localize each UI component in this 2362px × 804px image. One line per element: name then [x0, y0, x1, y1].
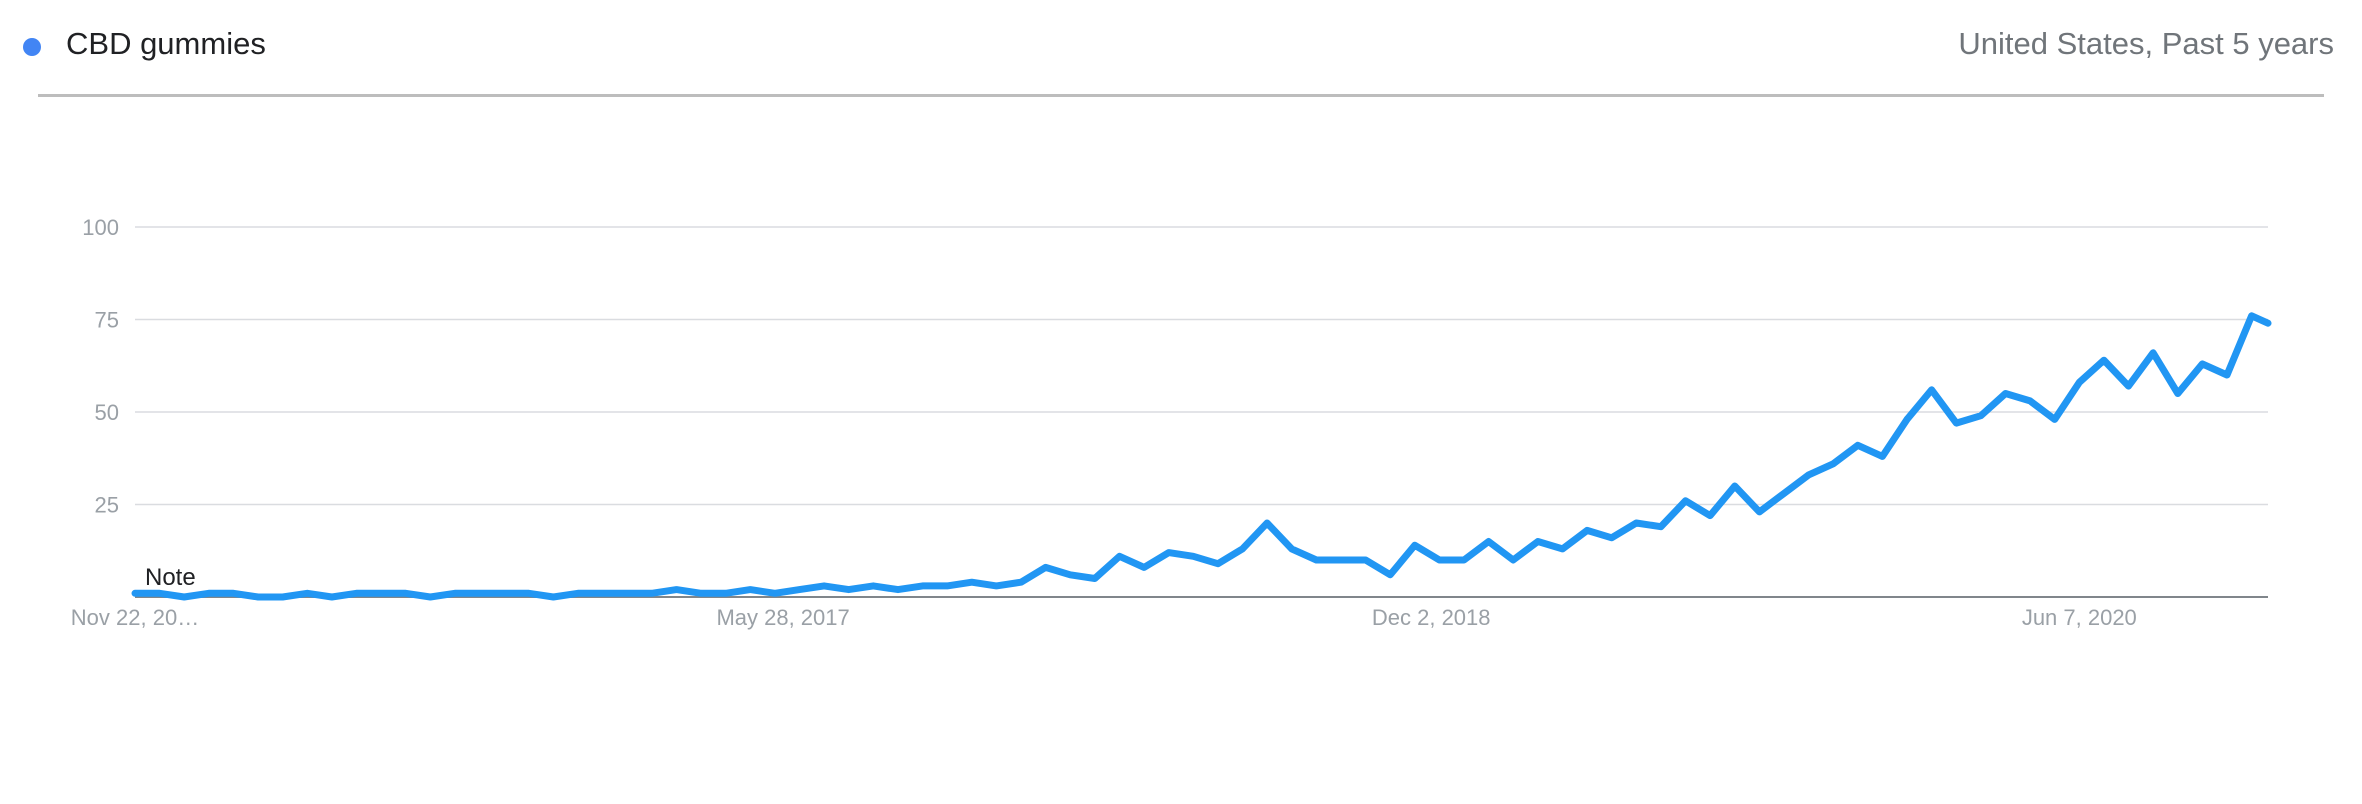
x-tick-label-3: Jun 7, 2020	[2022, 605, 2137, 630]
chart-header: CBD gummies United States, Past 5 years	[0, 0, 2362, 100]
y-tick-label-25: 25	[95, 493, 119, 518]
legend-term-label: CBD gummies	[66, 26, 266, 61]
y-tick-label-75: 75	[95, 308, 119, 333]
series-line-cbd-gummies[interactable]	[131, 312, 2272, 601]
x-tick-label-0: Nov 22, 20…	[71, 605, 199, 630]
legend-swatch	[23, 38, 41, 56]
header-divider	[38, 94, 2324, 97]
gridlines	[135, 226, 2268, 506]
y-tick-label-50: 50	[95, 400, 119, 425]
y-tick-label-100: 100	[82, 215, 119, 240]
x-tick-label-1: May 28, 2017	[716, 605, 849, 630]
region-timeframe-label[interactable]: United States, Past 5 years	[1958, 26, 2334, 61]
note-annotation[interactable]: Note	[145, 564, 196, 591]
x-axis-ticks: Nov 22, 20… May 28, 2017 Dec 2, 2018 Jun 7,…	[71, 605, 2137, 630]
y-axis-ticks: 25 50 75 100	[82, 215, 119, 518]
x-tick-label-2: Dec 2, 2018	[1372, 605, 1491, 630]
